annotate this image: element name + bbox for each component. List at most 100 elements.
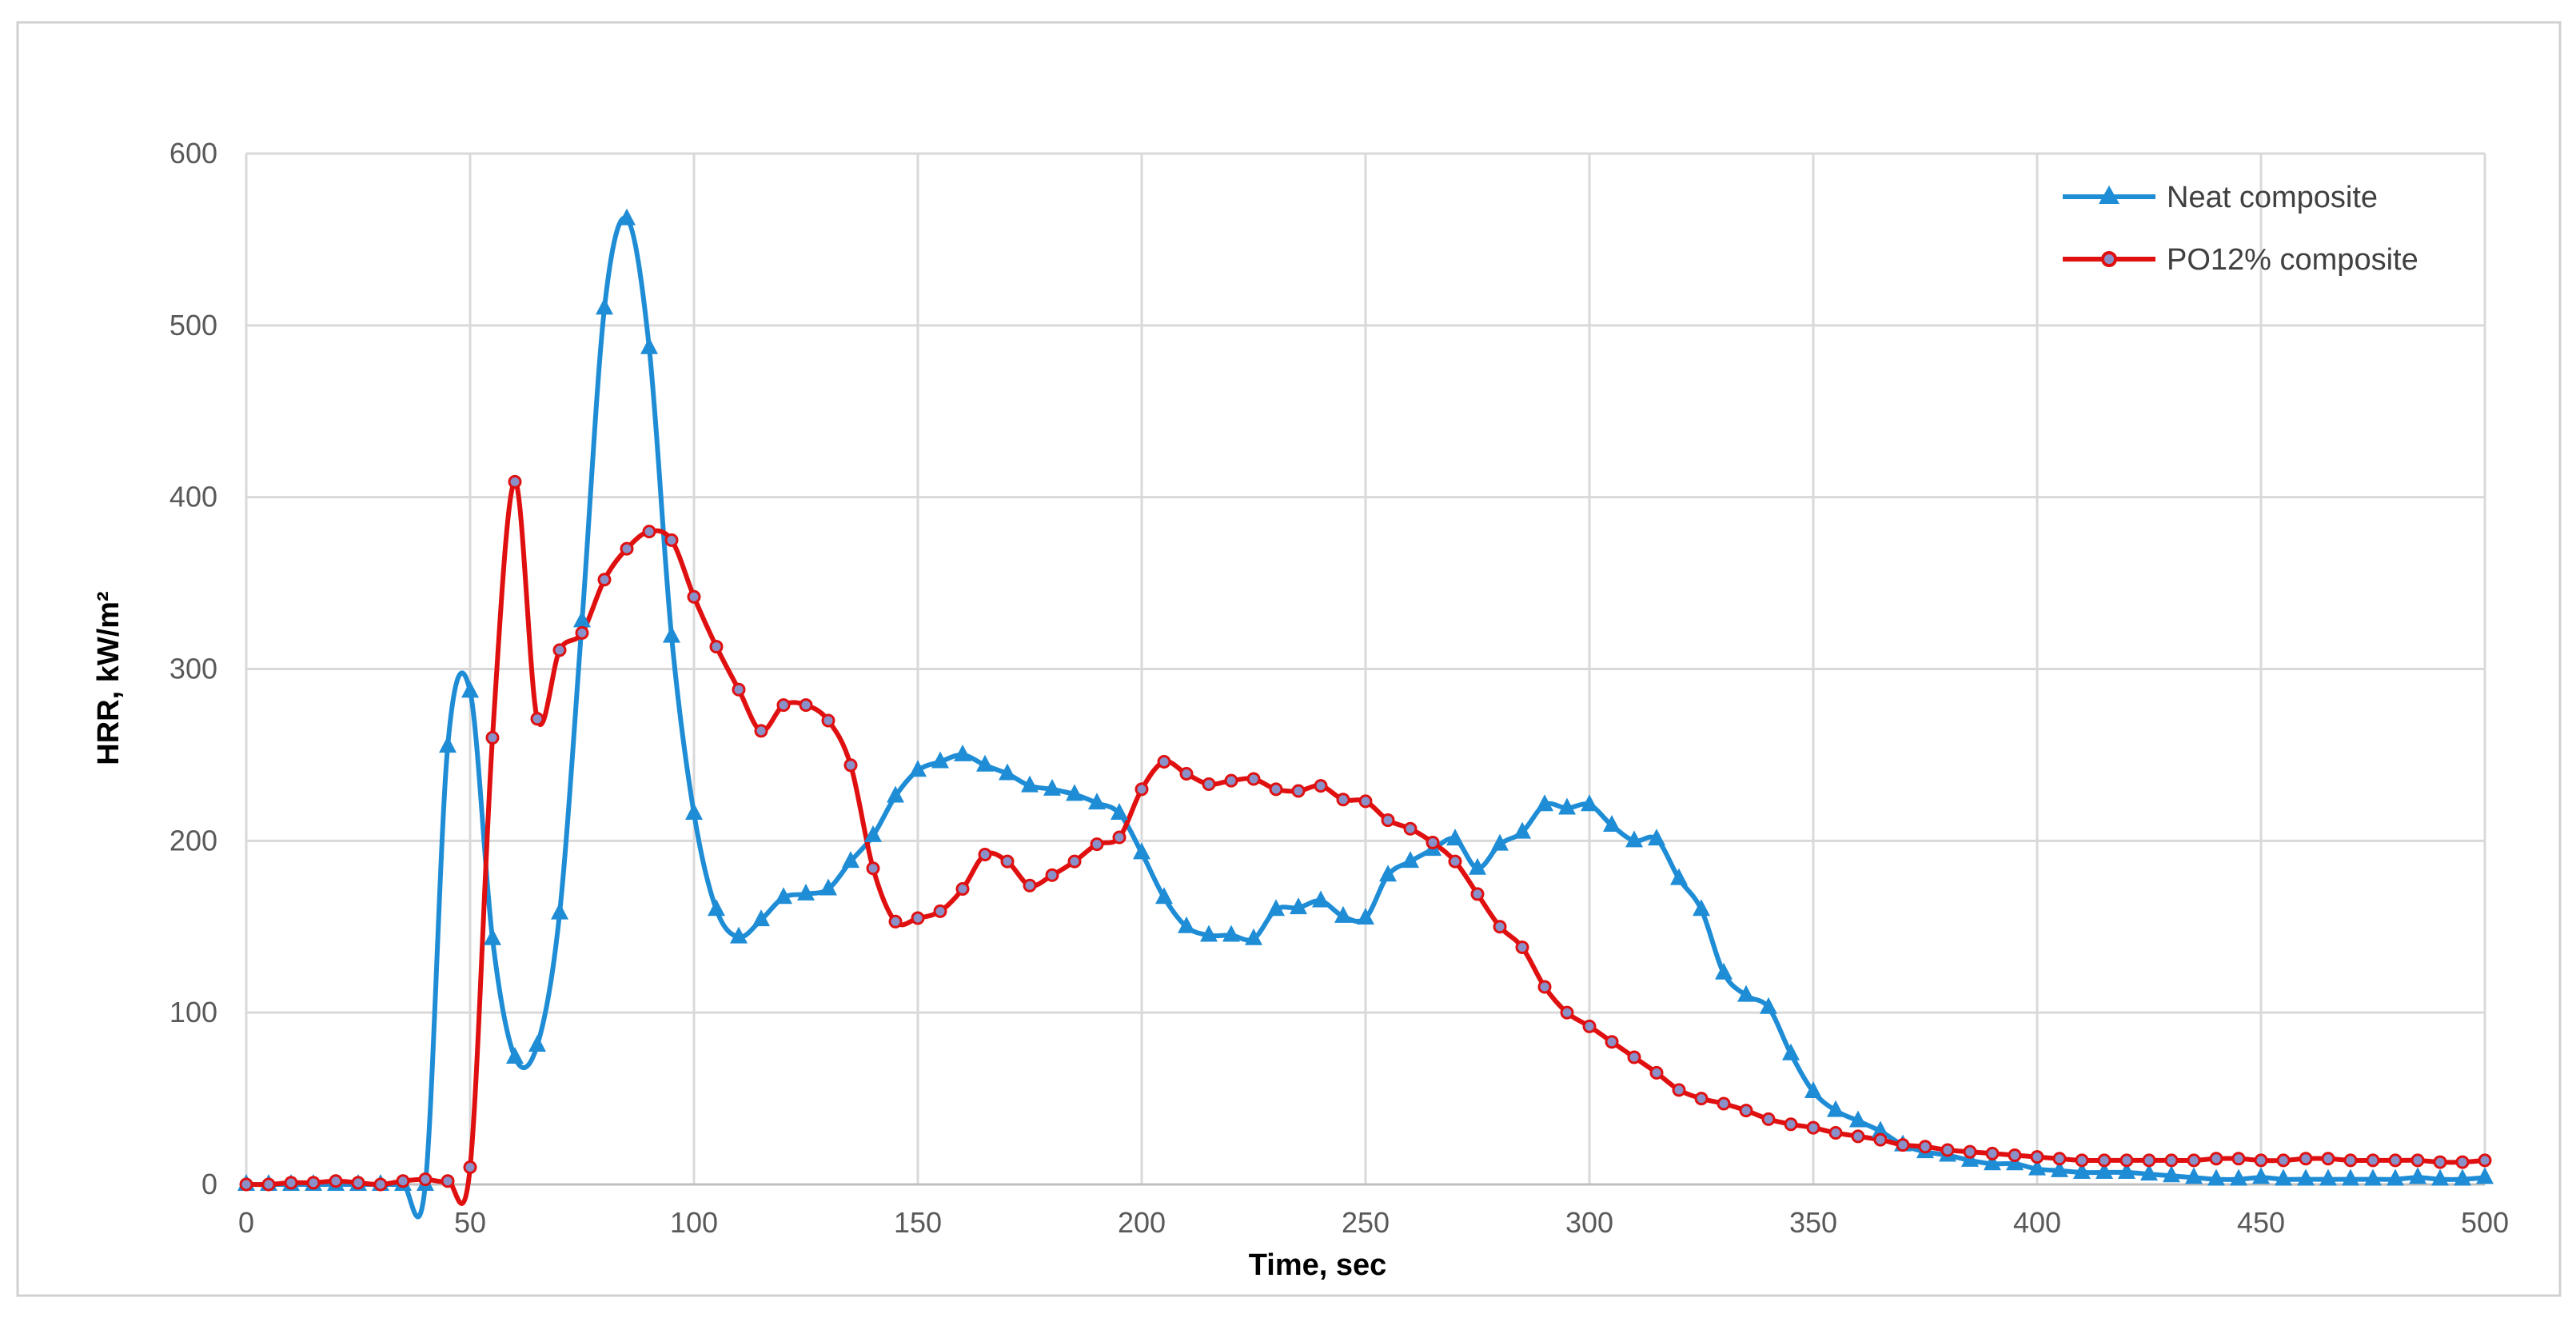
point-po12-325 [1694, 1092, 1709, 1106]
x-tick-label-200: 200 [1118, 1206, 1166, 1239]
point-neat-280 [1491, 833, 1509, 851]
y-tick-label-600: 600 [169, 137, 217, 170]
point-neat-405 [2051, 1160, 2068, 1177]
point-neat-135 [842, 851, 859, 869]
y-tick-label-400: 400 [169, 481, 217, 513]
point-neat-195 [1111, 802, 1128, 820]
point-neat-170 [999, 763, 1016, 781]
point-neat-130 [819, 878, 837, 896]
point-po12-500 [2478, 1153, 2492, 1168]
y-tick-label-500: 500 [169, 309, 217, 341]
point-neat-390 [1984, 1153, 2001, 1171]
point-neat-430 [2163, 1165, 2180, 1183]
x-tick-label-100: 100 [670, 1206, 718, 1239]
point-neat-360 [1849, 1110, 1867, 1128]
y-tick-label-300: 300 [169, 653, 217, 685]
point-neat-400 [2028, 1158, 2046, 1176]
point-neat-245 [1334, 905, 1352, 923]
point-neat-480 [2387, 1168, 2404, 1186]
point-neat-495 [2454, 1168, 2471, 1186]
point-po12-370 [1896, 1138, 1910, 1152]
point-po12-115 [754, 724, 768, 738]
point-po12-35 [396, 1174, 410, 1188]
point-neat-215 [1200, 925, 1218, 942]
point-po12-135 [843, 758, 858, 773]
point-neat-260 [1402, 851, 1419, 869]
point-po12-0 [239, 1177, 253, 1192]
point-neat-340 [1760, 996, 1777, 1014]
point-neat-410 [2073, 1161, 2091, 1179]
x-tick-label-250: 250 [1342, 1206, 1390, 1239]
x-tick-label-0: 0 [238, 1206, 254, 1239]
chart-border [16, 21, 2562, 1297]
point-po12-460 [2299, 1152, 2313, 1166]
point-po12-360 [1851, 1129, 1865, 1144]
point-po12-405 [2052, 1152, 2067, 1166]
point-neat-70 [551, 902, 568, 920]
point-po12-150 [911, 911, 925, 925]
point-neat-120 [775, 887, 792, 905]
point-po12-215 [1202, 777, 1216, 791]
point-neat-440 [2207, 1168, 2225, 1186]
point-po12-415 [2097, 1153, 2111, 1168]
point-neat-315 [1648, 829, 1665, 846]
x-tick-label-450: 450 [2237, 1206, 2285, 1239]
point-po12-105 [709, 640, 724, 654]
point-neat-90 [640, 337, 658, 354]
point-po12-250 [1358, 794, 1373, 809]
point-neat-325 [1693, 899, 1710, 917]
y-axis-title: HRR, kW/m² [92, 591, 126, 765]
point-neat-420 [2118, 1161, 2135, 1179]
point-neat-470 [2342, 1168, 2359, 1186]
x-tick-label-150: 150 [894, 1206, 942, 1239]
point-po12-295 [1560, 1005, 1574, 1020]
point-neat-485 [2409, 1167, 2426, 1184]
point-po12-25 [351, 1176, 365, 1190]
point-po12-205 [1157, 755, 1171, 769]
point-neat-465 [2319, 1168, 2337, 1186]
y-tick-label-200: 200 [169, 824, 217, 857]
point-po12-315 [1649, 1065, 1664, 1080]
point-neat-350 [1804, 1080, 1822, 1098]
point-neat-460 [2297, 1168, 2315, 1186]
point-po12-180 [1045, 868, 1059, 882]
point-neat-275 [1469, 857, 1486, 875]
point-po12-390 [1985, 1146, 2000, 1160]
point-neat-105 [708, 899, 725, 917]
y-tick-label-0: 0 [201, 1168, 217, 1200]
point-po12-220 [1224, 773, 1238, 788]
point-po12-290 [1537, 980, 1552, 994]
point-po12-225 [1246, 772, 1261, 786]
point-po12-275 [1470, 887, 1485, 901]
point-po12-80 [597, 573, 612, 587]
point-neat-165 [976, 754, 994, 772]
point-neat-155 [931, 751, 949, 769]
point-po12-335 [1739, 1104, 1753, 1118]
point-neat-85 [618, 208, 636, 226]
point-po12-125 [799, 698, 813, 713]
point-po12-195 [1112, 830, 1127, 845]
point-po12-495 [2455, 1155, 2470, 1169]
point-po12-435 [2187, 1153, 2201, 1168]
point-po12-10 [284, 1176, 298, 1190]
x-tick-label-350: 350 [1789, 1206, 1837, 1239]
point-po12-310 [1627, 1050, 1641, 1064]
point-neat-75 [573, 610, 591, 628]
point-po12-100 [687, 589, 701, 604]
point-neat-45 [439, 736, 457, 753]
point-neat-330 [1715, 962, 1733, 980]
point-neat-250 [1357, 908, 1374, 925]
point-po12-400 [2030, 1150, 2044, 1164]
point-neat-345 [1782, 1043, 1800, 1060]
point-po12-265 [1426, 835, 1440, 849]
point-neat-150 [909, 760, 927, 777]
point-po12-30 [373, 1177, 388, 1192]
point-neat-115 [752, 909, 770, 927]
point-po12-305 [1605, 1035, 1619, 1049]
point-neat-435 [2185, 1167, 2203, 1184]
point-neat-60 [506, 1047, 524, 1064]
point-neat-310 [1625, 830, 1643, 848]
point-po12-470 [2343, 1153, 2358, 1168]
point-po12-385 [1963, 1144, 1977, 1159]
point-po12-395 [2008, 1148, 2022, 1162]
